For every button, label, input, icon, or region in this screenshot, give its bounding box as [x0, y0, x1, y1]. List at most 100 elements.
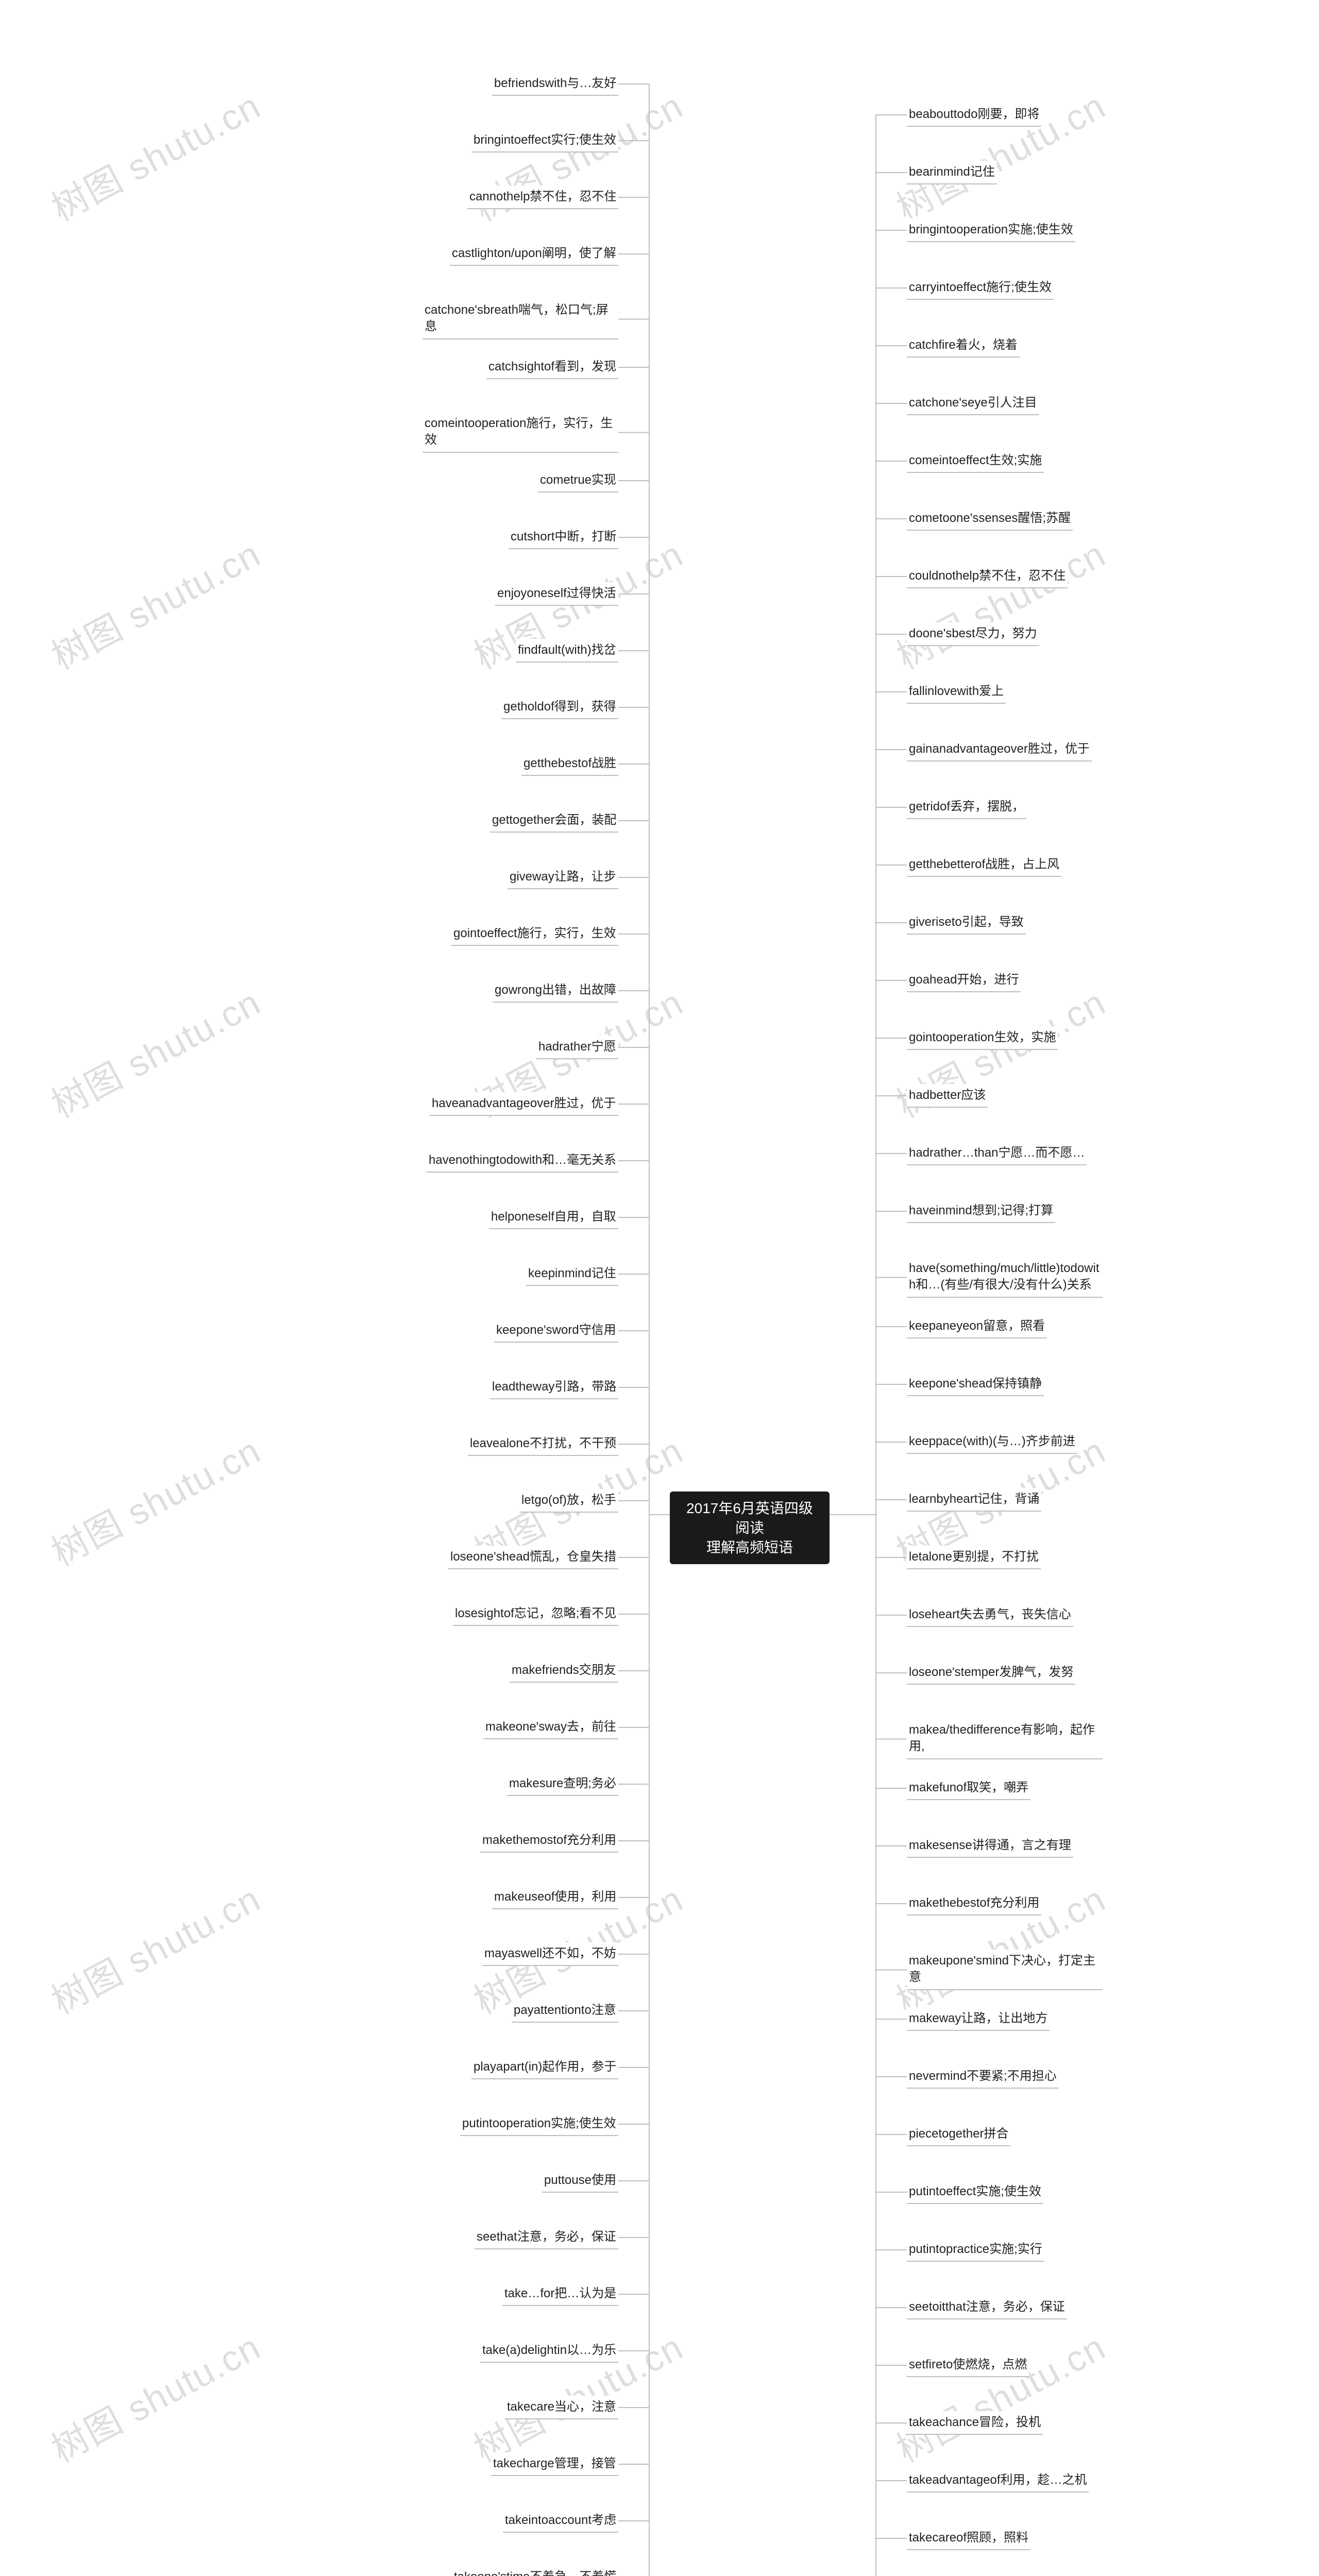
- node-label: makefriends交朋友: [512, 1662, 616, 1679]
- left-phrase-node: puttouse使用: [542, 2169, 618, 2193]
- left-phrase-node: makethemostof充分利用: [480, 1829, 618, 1853]
- node-label: getthebetterof战胜，占上风: [909, 856, 1059, 873]
- right-phrase-node: loseheart失去勇气，丧失信心: [907, 1603, 1073, 1627]
- node-label: castlighton/upon阐明，使了解: [452, 245, 616, 262]
- node-label: takecareof照顾，照料: [909, 2530, 1028, 2546]
- node-label: giveriseto引起，导致: [909, 914, 1024, 930]
- right-phrase-node: keeppace(with)(与…)齐步前进: [907, 1430, 1077, 1454]
- right-phrase-node: bearinmind记住: [907, 161, 997, 184]
- node-label: couldnothelp禁不住，忍不住: [909, 568, 1066, 584]
- node-label: getholdof得到，获得: [503, 699, 616, 715]
- left-phrase-node: castlighton/upon阐明，使了解: [450, 242, 618, 266]
- watermark: 树图 shutu.cn: [886, 78, 1113, 232]
- node-label: catchone'seye引人注目: [909, 395, 1037, 411]
- node-label: bearinmind记住: [909, 164, 995, 180]
- right-phrase-node: gainanadvantageover胜过，优于: [907, 738, 1092, 761]
- left-phrase-node: takeone'stime不着急，不着慌: [452, 2566, 618, 2576]
- node-label: payattentionto注意: [514, 2002, 616, 2019]
- right-phrase-node: doone'sbest尽力，努力: [907, 622, 1039, 646]
- right-phrase-node: hadbetter应该: [907, 1084, 988, 1108]
- right-phrase-node: giveriseto引起，导致: [907, 911, 1026, 935]
- left-phrase-node: keepone'sword守信用: [494, 1319, 618, 1343]
- node-label: hadrather宁愿: [538, 1039, 616, 1055]
- node-label: fallinlovewith爱上: [909, 683, 1004, 700]
- right-phrase-node: makeway让路，让出地方: [907, 2007, 1050, 2031]
- node-label: makesure查明;务必: [509, 1775, 616, 1792]
- watermark: 树图 shutu.cn: [41, 974, 268, 1128]
- right-phrase-node: comeintoeffect生效;实施: [907, 449, 1044, 473]
- right-phrase-node: hadrather…than宁愿…而不愿…: [907, 1142, 1087, 1165]
- node-label: take(a)delightin以…为乐: [482, 2342, 616, 2359]
- right-phrase-node: keepone'shead保持镇静: [907, 1372, 1044, 1396]
- left-phrase-node: befriendswith与…友好: [492, 72, 618, 96]
- node-label: keepone'shead保持镇静: [909, 1376, 1042, 1392]
- node-label: take…for把…认为是: [504, 2285, 616, 2302]
- node-label: losesightof忘记，忽略;看不见: [455, 1605, 616, 1622]
- right-phrase-node: gointooperation生效，实施: [907, 1026, 1058, 1050]
- right-phrase-node: takecareof照顾，照料: [907, 2527, 1030, 2550]
- root-label: 2017年6月英语四级阅读 理解高频短语: [681, 1499, 818, 1557]
- node-label: gointoeffect施行，实行，生效: [453, 925, 616, 942]
- left-phrase-node: haveanadvantageover胜过，优于: [430, 1092, 618, 1116]
- node-label: goahead开始，进行: [909, 972, 1019, 988]
- node-label: seethat注意，务必，保证: [477, 2229, 616, 2245]
- left-phrase-node: bringintoeffect实行;使生效: [471, 129, 618, 152]
- node-label: getthebestof战胜: [523, 755, 616, 772]
- node-label: takeintoaccount考虑: [505, 2512, 616, 2529]
- left-phrase-node: catchsightof看到，发现: [486, 355, 618, 379]
- left-phrase-node: take…for把…认为是: [502, 2282, 618, 2306]
- left-phrase-node: makefriends交朋友: [510, 1659, 618, 1683]
- right-phrase-node: nevermind不要紧;不用担心: [907, 2065, 1059, 2089]
- node-label: havenothingtodowith和…毫无关系: [429, 1152, 616, 1168]
- watermark: 树图 shutu.cn: [41, 1422, 268, 1577]
- right-phrase-node: makeupone'smind下决心，打定主意: [907, 1950, 1103, 1990]
- node-label: keepone'sword守信用: [496, 1322, 616, 1338]
- node-label: takeadvantageof利用，趁…之机: [909, 2472, 1087, 2488]
- node-label: catchone'sbreath喘气，松口气;屏息: [425, 302, 616, 335]
- watermark: 树图 shutu.cn: [41, 78, 268, 232]
- right-phrase-node: goahead开始，进行: [907, 969, 1021, 992]
- root-node: 2017年6月英语四级阅读 理解高频短语: [670, 1492, 830, 1564]
- node-label: makethebestof充分利用: [909, 1895, 1039, 1911]
- node-label: bringintooperation实施;使生效: [909, 222, 1073, 238]
- node-label: cometoone'ssenses醒悟;苏醒: [909, 510, 1071, 527]
- node-label: makefunof取笑，嘲弄: [909, 1780, 1028, 1796]
- node-label: makeuseof使用，利用: [494, 1889, 616, 1905]
- left-phrase-node: takeintoaccount考虑: [503, 2509, 618, 2533]
- left-phrase-node: leadtheway引路，带路: [490, 1376, 618, 1399]
- right-phrase-node: beabouttodo刚要，即将: [907, 103, 1041, 127]
- node-label: putintooperation实施;使生效: [462, 2115, 616, 2132]
- node-label: takeachance冒险，投机: [909, 2414, 1041, 2431]
- left-phrase-node: takecharge管理，接管: [491, 2452, 618, 2476]
- node-label: doone'sbest尽力，努力: [909, 625, 1037, 642]
- watermark: 树图 shutu.cn: [41, 1871, 268, 2025]
- right-phrase-node: makea/thedifference有影响，起作用,: [907, 1719, 1103, 1759]
- node-label: leavealone不打扰，不干预: [470, 1435, 616, 1452]
- right-phrase-node: have(something/much/little)todowith和…(有些…: [907, 1257, 1103, 1298]
- right-phrase-node: makefunof取笑，嘲弄: [907, 1776, 1030, 1800]
- node-label: beabouttodo刚要，即将: [909, 106, 1039, 123]
- left-phrase-node: cutshort中断，打断: [509, 526, 618, 549]
- left-phrase-node: keepinmind记住: [526, 1262, 618, 1286]
- node-label: seetoitthat注意，务必，保证: [909, 2299, 1065, 2315]
- node-label: have(something/much/little)todowith和…(有些…: [909, 1260, 1101, 1294]
- left-phrase-node: gettogether会面，装配: [490, 809, 618, 833]
- left-phrase-node: hadrather宁愿: [536, 1036, 618, 1059]
- right-phrase-node: catchfire着火，烧着: [907, 334, 1020, 358]
- left-phrase-node: leavealone不打扰，不干预: [468, 1432, 618, 1456]
- right-phrase-node: bringintooperation实施;使生效: [907, 218, 1075, 242]
- node-label: gowrong出错，出故障: [495, 982, 616, 998]
- left-phrase-node: havenothingtodowith和…毫无关系: [427, 1149, 618, 1173]
- node-label: letalone更别提，不打扰: [909, 1549, 1039, 1565]
- right-phrase-node: haveinmind想到;记得;打算: [907, 1199, 1055, 1223]
- node-label: bringintoeffect实行;使生效: [474, 132, 616, 148]
- right-phrase-node: carryintoeffect施行;使生效: [907, 276, 1054, 300]
- left-phrase-node: makeuseof使用，利用: [492, 1886, 618, 1909]
- node-label: playapart(in)起作用，参于: [474, 2059, 616, 2075]
- left-phrase-node: letgo(of)放，松手: [519, 1489, 618, 1513]
- left-phrase-node: catchone'sbreath喘气，松口气;屏息: [422, 299, 618, 340]
- node-label: carryintoeffect施行;使生效: [909, 279, 1052, 296]
- right-phrase-node: seetoitthat注意，务必，保证: [907, 2296, 1067, 2319]
- left-phrase-node: cometrue实现: [538, 469, 618, 493]
- watermark: 树图 shutu.cn: [886, 526, 1113, 680]
